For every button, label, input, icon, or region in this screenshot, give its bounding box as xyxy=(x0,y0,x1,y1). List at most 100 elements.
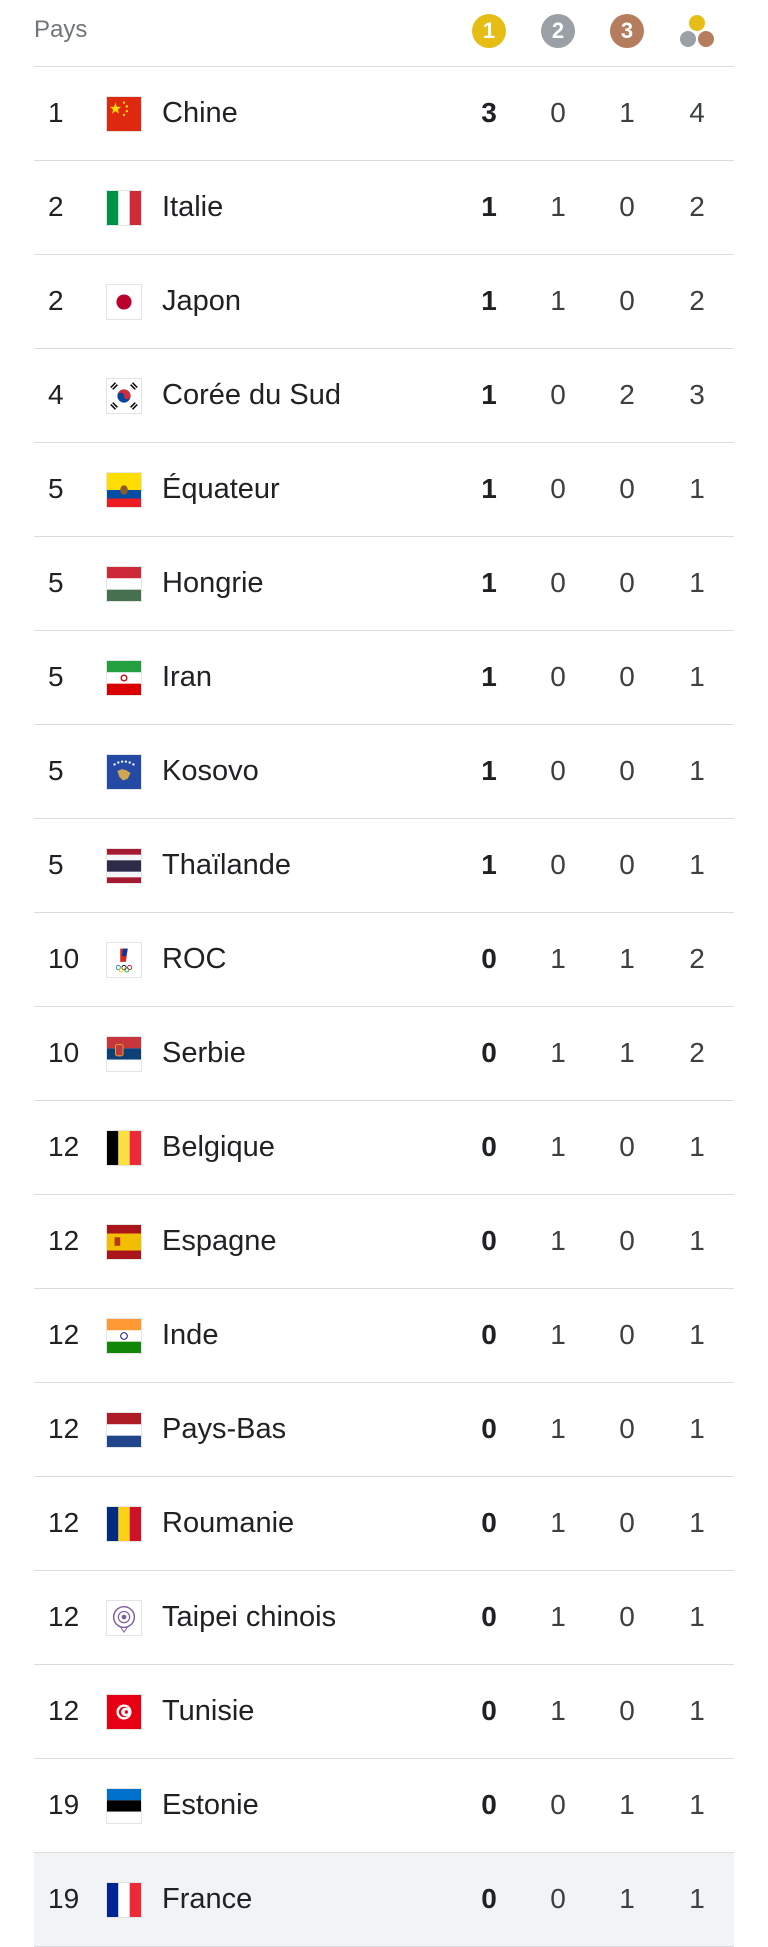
table-row[interactable]: 12 Belgique 0 1 0 1 xyxy=(34,1101,734,1195)
bronze-medal-icon[interactable]: 3 xyxy=(610,14,644,48)
table-row[interactable]: 12 Roumanie 0 1 0 1 xyxy=(34,1477,734,1571)
gold-count: 0 xyxy=(481,1225,497,1256)
total-count: 2 xyxy=(689,191,705,222)
bronze-count: 2 xyxy=(619,379,635,410)
country-name: Thaïlande xyxy=(162,849,291,881)
bronze-count: 0 xyxy=(619,1601,635,1632)
kosovo-flag-icon xyxy=(106,754,142,790)
rank-value: 12 xyxy=(48,1507,80,1538)
bronze-count: 0 xyxy=(619,1413,635,1444)
bronze-count: 1 xyxy=(619,1789,635,1820)
rank-value: 5 xyxy=(48,661,64,692)
table-row[interactable]: 19 France 0 0 1 1 xyxy=(34,1853,734,1947)
table-row[interactable]: 5 Iran 1 0 0 1 xyxy=(34,631,734,725)
france-flag-icon xyxy=(106,1882,142,1918)
silver-count: 1 xyxy=(550,943,566,974)
rank-value: 12 xyxy=(48,1131,80,1162)
table-row[interactable]: 12 Espagne 0 1 0 1 xyxy=(34,1195,734,1289)
gold-count: 0 xyxy=(481,1413,497,1444)
table-row[interactable]: 12 Taipei chinois 0 1 0 1 xyxy=(34,1571,734,1665)
table-row[interactable]: 10 Serbie 0 1 1 2 xyxy=(34,1007,734,1101)
rank-value: 12 xyxy=(48,1413,80,1444)
table-row[interactable]: 1 Chine 3 0 1 4 xyxy=(34,67,734,161)
rank-value: 2 xyxy=(48,191,64,222)
country-name: Espagne xyxy=(162,1225,277,1257)
gold-count: 0 xyxy=(481,1695,497,1726)
country-column-header: Pays xyxy=(34,16,88,43)
total-count: 1 xyxy=(689,661,705,692)
estonia-flag-icon xyxy=(106,1788,142,1824)
rank-value: 4 xyxy=(48,379,64,410)
bronze-count: 0 xyxy=(619,1131,635,1162)
table-row[interactable]: 5 Kosovo 1 0 0 1 xyxy=(34,725,734,819)
silver-count: 0 xyxy=(550,567,566,598)
table-row[interactable]: 2 Japon 1 1 0 2 xyxy=(34,255,734,349)
silver-medal-icon[interactable]: 2 xyxy=(541,14,575,48)
country-name: Inde xyxy=(162,1319,219,1351)
gold-count: 1 xyxy=(481,379,497,410)
total-count: 1 xyxy=(689,755,705,786)
rank-value: 12 xyxy=(48,1601,80,1632)
silver-count: 0 xyxy=(550,97,566,128)
total-count: 2 xyxy=(689,1037,705,1068)
gold-count: 0 xyxy=(481,1507,497,1538)
rank-value: 12 xyxy=(48,1225,80,1256)
silver-count: 1 xyxy=(550,1601,566,1632)
table-row[interactable]: 12 Inde 0 1 0 1 xyxy=(34,1289,734,1383)
silver-count: 0 xyxy=(550,473,566,504)
south-korea-flag-icon xyxy=(106,378,142,414)
bronze-count: 0 xyxy=(619,755,635,786)
total-count: 1 xyxy=(689,1131,705,1162)
gold-count: 1 xyxy=(481,285,497,316)
belgium-flag-icon xyxy=(106,1130,142,1166)
gold-count: 0 xyxy=(481,1037,497,1068)
country-name: Corée du Sud xyxy=(162,379,341,411)
table-row[interactable]: 12 Pays-Bas 0 1 0 1 xyxy=(34,1383,734,1477)
total-count: 1 xyxy=(689,473,705,504)
country-name: Japon xyxy=(162,285,242,317)
country-name: Équateur xyxy=(162,473,280,505)
table-row[interactable]: 2 Italie 1 1 0 2 xyxy=(34,161,734,255)
total-count: 1 xyxy=(689,1507,705,1538)
bronze-count: 0 xyxy=(619,567,635,598)
gold-medal-icon[interactable]: 1 xyxy=(472,14,506,48)
silver-count: 1 xyxy=(550,1225,566,1256)
silver-count: 0 xyxy=(550,1789,566,1820)
bronze-count: 1 xyxy=(619,97,635,128)
total-count: 1 xyxy=(689,1883,705,1914)
table-row[interactable]: 5 Équateur 1 0 0 1 xyxy=(34,443,734,537)
table-row[interactable]: 12 Tunisie 0 1 0 1 xyxy=(34,1665,734,1759)
medal-table: Pays 1 2 3 1 Chine 3 0 1 4 2 Italie 1 1 0 2 2 Japon 1 1… xyxy=(34,0,734,1947)
thailand-flag-icon xyxy=(106,848,142,884)
table-row[interactable]: 4 Corée du Sud 1 0 2 3 xyxy=(34,349,734,443)
country-name: Chine xyxy=(162,97,238,129)
table-body: 1 Chine 3 0 1 4 2 Italie 1 1 0 2 2 Japon 1 1 0 2 4 Corée du… xyxy=(34,67,734,1947)
gold-count: 0 xyxy=(481,1883,497,1914)
table-row[interactable]: 5 Hongrie 1 0 0 1 xyxy=(34,537,734,631)
ecuador-flag-icon xyxy=(106,472,142,508)
country-name: Belgique xyxy=(162,1131,275,1163)
total-medals-icon[interactable] xyxy=(677,11,717,51)
total-count: 4 xyxy=(689,97,705,128)
table-row[interactable]: 19 Estonie 0 0 1 1 xyxy=(34,1759,734,1853)
silver-count: 0 xyxy=(550,849,566,880)
table-header: Pays 1 2 3 xyxy=(34,0,734,67)
country-name: France xyxy=(162,1883,253,1915)
country-name: Kosovo xyxy=(162,755,259,787)
rank-value: 12 xyxy=(48,1695,80,1726)
bronze-count: 0 xyxy=(619,1319,635,1350)
country-name: Pays-Bas xyxy=(162,1413,287,1445)
silver-count: 1 xyxy=(550,1507,566,1538)
iran-flag-icon xyxy=(106,660,142,696)
table-row[interactable]: 5 Thaïlande 1 0 0 1 xyxy=(34,819,734,913)
table-row[interactable]: 10 ROC 0 1 1 2 xyxy=(34,913,734,1007)
country-name: Taipei chinois xyxy=(162,1601,337,1633)
gold-count: 0 xyxy=(481,1601,497,1632)
total-count: 1 xyxy=(689,1789,705,1820)
silver-count: 1 xyxy=(550,1695,566,1726)
silver-count: 1 xyxy=(550,1413,566,1444)
netherlands-flag-icon xyxy=(106,1412,142,1448)
total-count: 1 xyxy=(689,1319,705,1350)
gold-count: 1 xyxy=(481,661,497,692)
roc-flag-icon xyxy=(106,942,142,978)
